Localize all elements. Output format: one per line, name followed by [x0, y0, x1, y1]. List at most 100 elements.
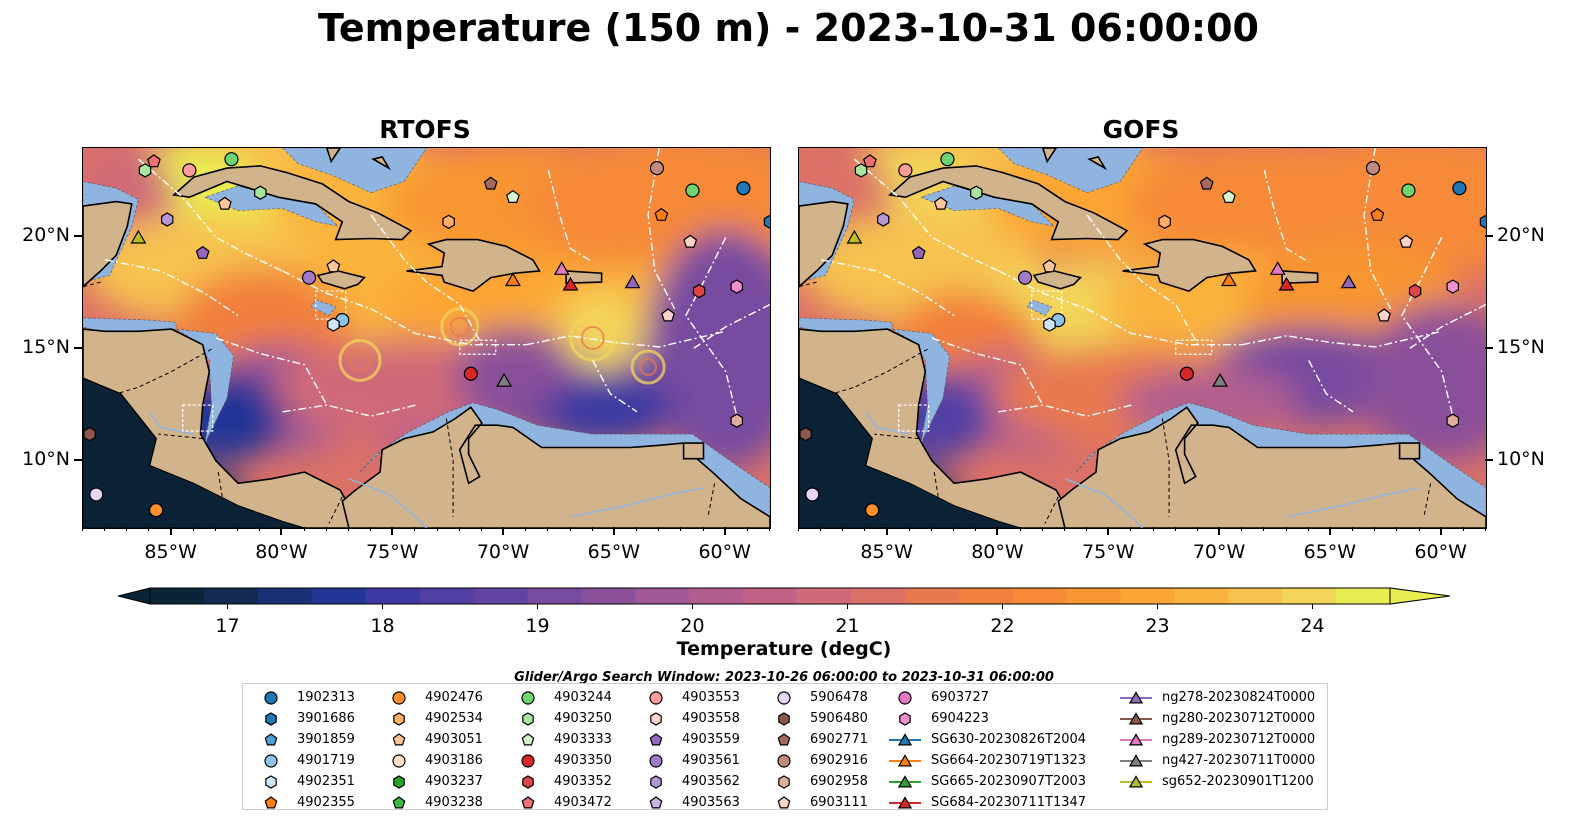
- argo-float-6903111[interactable]: [1399, 234, 1414, 248]
- argo-float-6904223[interactable]: [730, 279, 744, 294]
- argo-float-4903051[interactable]: [217, 196, 232, 210]
- argo-float-4902351[interactable]: [327, 317, 340, 332]
- glider-ng427-20230711T0000[interactable]: [496, 372, 513, 387]
- argo-float-6903111[interactable]: [661, 308, 675, 322]
- glider-ng427-20230711T0000[interactable]: [1212, 372, 1229, 387]
- glider-sg652-20230901T1200[interactable]: [846, 229, 863, 244]
- argo-float-4903244[interactable]: [940, 152, 955, 167]
- argo-float-4903561[interactable]: [301, 270, 317, 285]
- legend-marker-hexagon-icon: [522, 775, 534, 789]
- argo-float-4903244[interactable]: [224, 152, 239, 167]
- minor-tick: [702, 527, 704, 531]
- argo-float-5906478[interactable]: [805, 487, 820, 502]
- argo-float-5906480[interactable]: [83, 426, 96, 442]
- glider-SG664-20230719T1323[interactable]: [504, 272, 521, 287]
- minor-tick: [591, 527, 593, 531]
- legend-marker-triangle-icon: [889, 775, 921, 788]
- argo-float-4903244[interactable]: [1401, 183, 1416, 198]
- minor-tick: [259, 527, 261, 531]
- argo-float-6902771[interactable]: [483, 176, 498, 190]
- argo-float-4902476[interactable]: [865, 503, 880, 518]
- glider-sg652-20230901T1200[interactable]: [130, 229, 147, 244]
- argo-float-4903472[interactable]: [146, 154, 161, 168]
- argo-float-5906478[interactable]: [89, 487, 104, 502]
- argo-float-4903250[interactable]: [254, 185, 267, 200]
- glider-ng289-20230712T0000[interactable]: [1269, 261, 1286, 275]
- argo-float-4902351[interactable]: [1043, 317, 1056, 332]
- argo-float-6904223[interactable]: [1446, 279, 1460, 294]
- argo-float-4903553[interactable]: [898, 163, 913, 178]
- glider-ng289-20230712T0000[interactable]: [553, 261, 570, 275]
- argo-float-6903111[interactable]: [683, 234, 698, 248]
- argo-float-4903559[interactable]: [195, 245, 210, 259]
- minor-tick: [192, 527, 194, 531]
- colorbar-segment: [150, 588, 205, 604]
- argo-float-4903350[interactable]: [463, 366, 478, 381]
- argo-float-4903244[interactable]: [685, 183, 700, 198]
- legend-label: SG684-20230711T1347: [931, 795, 1087, 810]
- country-borders: [799, 281, 1432, 524]
- argo-float-4903352[interactable]: [1408, 283, 1422, 299]
- glider-SG684-20230711T1347[interactable]: [1278, 276, 1295, 291]
- argo-float-4903051[interactable]: [1042, 259, 1057, 273]
- argo-float-4903250[interactable]: [854, 163, 868, 178]
- argo-float-4903472[interactable]: [862, 154, 877, 168]
- argo-float-4903333[interactable]: [505, 189, 520, 204]
- legend-marker-pentagon-icon: [649, 796, 663, 809]
- lon-tick-label: 60°W: [1414, 541, 1467, 563]
- argo-float-6902771[interactable]: [1199, 176, 1214, 190]
- legend-marker-hexagon-icon: [265, 775, 277, 789]
- colorbar-tick-label: 22: [990, 615, 1014, 637]
- minor-tick: [569, 527, 571, 531]
- map-panel-rtofs[interactable]: [82, 147, 771, 529]
- argo-float-4903562[interactable]: [160, 212, 174, 227]
- argo-float-6902916[interactable]: [649, 161, 665, 176]
- argo-float-4902534[interactable]: [1158, 214, 1171, 229]
- lon-tick: [169, 527, 172, 535]
- argo-float-4903559[interactable]: [911, 245, 926, 259]
- minor-tick: [325, 527, 327, 531]
- argo-float-6902958[interactable]: [730, 413, 744, 428]
- glider-SG664-20230719T1323[interactable]: [1220, 272, 1237, 287]
- argo-float-3901686[interactable]: [763, 214, 770, 229]
- map-panel-gofs[interactable]: [798, 147, 1487, 529]
- land-masses: [83, 148, 770, 528]
- lon-tick-label: 80°W: [971, 541, 1024, 563]
- lat-tick-label: 20°N: [1497, 224, 1545, 247]
- argo-float-4902355[interactable]: [654, 207, 669, 221]
- argo-float-4903051[interactable]: [326, 259, 341, 273]
- argo-float-4903553[interactable]: [182, 163, 197, 178]
- legend-marker-circle-icon: [521, 691, 535, 705]
- glider-ng278-20230824T0000[interactable]: [1340, 274, 1357, 289]
- argo-float-4903561[interactable]: [1017, 270, 1033, 285]
- argo-float-4902476[interactable]: [149, 503, 164, 518]
- colorbar-segment: [1066, 588, 1121, 604]
- argo-float-4902355[interactable]: [1370, 207, 1385, 221]
- argo-float-5906480[interactable]: [799, 426, 812, 442]
- argo-float-4903352[interactable]: [692, 283, 706, 299]
- argo-float-4903562[interactable]: [876, 212, 890, 227]
- legend-label: 6904223: [931, 711, 989, 726]
- argo-float-3901686[interactable]: [1479, 214, 1486, 229]
- legend-marker-pentagon-icon: [264, 796, 278, 809]
- argo-float-4903051[interactable]: [933, 196, 948, 210]
- argo-float-6902916[interactable]: [1365, 161, 1381, 176]
- argo-float-4902534[interactable]: [442, 214, 455, 229]
- argo-float-4903250[interactable]: [970, 185, 983, 200]
- lat-tick-label: 20°N: [22, 224, 70, 247]
- minor-tick: [414, 527, 416, 531]
- argo-float-1902313[interactable]: [736, 181, 751, 196]
- glider-SG684-20230711T1347[interactable]: [562, 276, 579, 291]
- argo-float-6902958[interactable]: [1446, 413, 1460, 428]
- lat-tick-label: 15°N: [1497, 336, 1545, 359]
- minor-tick: [1263, 527, 1265, 531]
- argo-float-4903333[interactable]: [1221, 189, 1236, 204]
- argo-float-4903350[interactable]: [1179, 366, 1194, 381]
- legend-label: 3901859: [297, 732, 355, 747]
- argo-float-6903111[interactable]: [1377, 308, 1391, 322]
- argo-float-4903250[interactable]: [138, 163, 152, 178]
- legend-marker-hexagon-icon: [899, 712, 911, 726]
- argo-float-1902313[interactable]: [1452, 181, 1467, 196]
- glider-ng278-20230824T0000[interactable]: [624, 274, 641, 289]
- legend-marker-pentagon-icon: [264, 733, 278, 746]
